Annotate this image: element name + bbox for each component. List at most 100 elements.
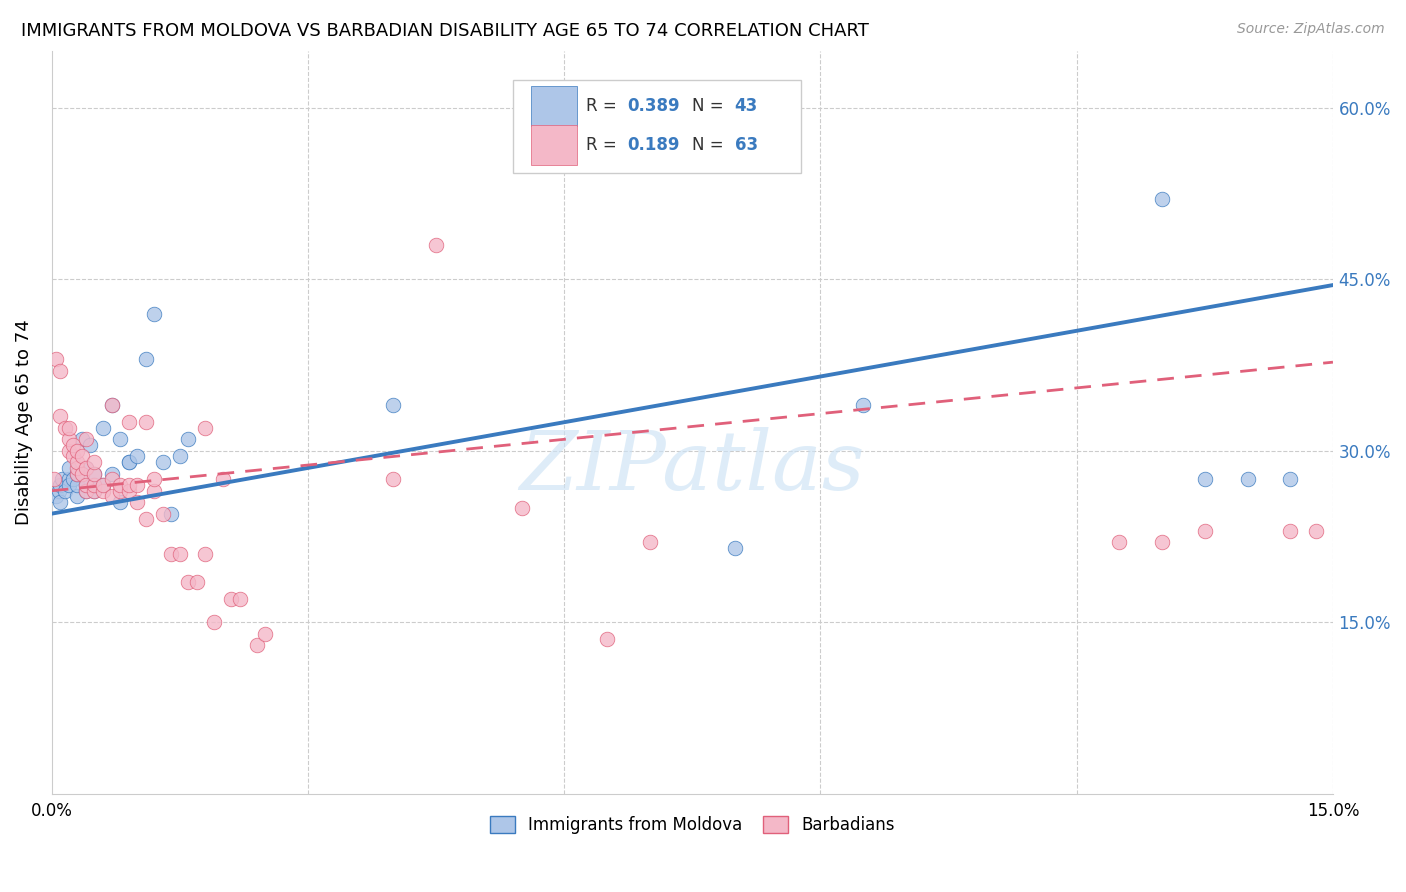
Point bbox=[1152, 535, 1174, 549]
Point bbox=[135, 512, 157, 526]
Legend: Immigrants from Moldova, Barbadians: Immigrants from Moldova, Barbadians bbox=[484, 810, 901, 841]
Point bbox=[1194, 472, 1216, 486]
Point bbox=[1279, 472, 1302, 486]
Point bbox=[1305, 524, 1327, 538]
Point bbox=[58, 421, 80, 435]
Point bbox=[160, 507, 183, 521]
FancyBboxPatch shape bbox=[531, 125, 576, 165]
Point bbox=[66, 490, 89, 504]
Point bbox=[75, 478, 97, 492]
Point bbox=[143, 307, 166, 321]
Point bbox=[53, 421, 76, 435]
Point bbox=[66, 467, 89, 481]
Point bbox=[75, 461, 97, 475]
Text: 43: 43 bbox=[734, 97, 758, 115]
Point bbox=[117, 415, 139, 429]
Text: N =: N = bbox=[692, 136, 730, 154]
Point bbox=[108, 478, 131, 492]
Text: R =: R = bbox=[586, 136, 621, 154]
Point bbox=[49, 478, 72, 492]
Point bbox=[83, 467, 105, 481]
Text: IMMIGRANTS FROM MOLDOVA VS BARBADIAN DISABILITY AGE 65 TO 74 CORRELATION CHART: IMMIGRANTS FROM MOLDOVA VS BARBADIAN DIS… bbox=[21, 22, 869, 40]
Point bbox=[83, 478, 105, 492]
Point bbox=[70, 450, 93, 464]
Point bbox=[117, 483, 139, 498]
Point bbox=[91, 478, 114, 492]
Point bbox=[194, 421, 217, 435]
FancyBboxPatch shape bbox=[531, 87, 576, 127]
Point bbox=[194, 547, 217, 561]
Point bbox=[143, 472, 166, 486]
Point bbox=[1194, 524, 1216, 538]
Point bbox=[49, 495, 72, 509]
Point bbox=[1279, 524, 1302, 538]
Point bbox=[91, 483, 114, 498]
Point bbox=[45, 352, 67, 367]
Point bbox=[100, 472, 122, 486]
Point bbox=[382, 472, 405, 486]
Point bbox=[177, 433, 200, 447]
Point bbox=[211, 472, 233, 486]
Point bbox=[100, 467, 122, 481]
FancyBboxPatch shape bbox=[513, 80, 801, 173]
Point bbox=[160, 547, 183, 561]
Point bbox=[127, 478, 149, 492]
Text: R =: R = bbox=[586, 97, 621, 115]
Point bbox=[127, 495, 149, 509]
Point bbox=[58, 443, 80, 458]
Point bbox=[91, 421, 114, 435]
Point bbox=[51, 472, 73, 486]
Point bbox=[1152, 192, 1174, 206]
Point bbox=[49, 409, 72, 424]
Point bbox=[66, 478, 89, 492]
Point bbox=[246, 638, 269, 652]
Point bbox=[75, 483, 97, 498]
Point bbox=[45, 490, 67, 504]
Point bbox=[1236, 472, 1258, 486]
Point bbox=[100, 398, 122, 412]
Point bbox=[66, 443, 89, 458]
Point bbox=[382, 398, 405, 412]
Point bbox=[219, 592, 242, 607]
Point bbox=[117, 455, 139, 469]
Point bbox=[75, 478, 97, 492]
Point bbox=[66, 467, 89, 481]
Text: Source: ZipAtlas.com: Source: ZipAtlas.com bbox=[1237, 22, 1385, 37]
Point bbox=[852, 398, 875, 412]
Point bbox=[177, 575, 200, 590]
Point bbox=[83, 483, 105, 498]
Point bbox=[75, 461, 97, 475]
Y-axis label: Disability Age 65 to 74: Disability Age 65 to 74 bbox=[15, 319, 32, 525]
Point bbox=[143, 483, 166, 498]
Point bbox=[58, 478, 80, 492]
Point bbox=[91, 478, 114, 492]
Point bbox=[62, 472, 84, 486]
Point bbox=[53, 483, 76, 498]
Point bbox=[83, 478, 105, 492]
Point bbox=[1108, 535, 1130, 549]
Point bbox=[79, 438, 101, 452]
Point bbox=[49, 364, 72, 378]
Point bbox=[83, 483, 105, 498]
Point bbox=[62, 438, 84, 452]
Point bbox=[70, 433, 93, 447]
Point bbox=[108, 433, 131, 447]
Point bbox=[169, 450, 191, 464]
Point bbox=[724, 541, 747, 555]
Point bbox=[58, 472, 80, 486]
Point bbox=[510, 500, 533, 515]
Point bbox=[83, 455, 105, 469]
Point bbox=[202, 615, 225, 630]
Text: N =: N = bbox=[692, 97, 730, 115]
Point bbox=[70, 467, 93, 481]
Point bbox=[108, 483, 131, 498]
Point bbox=[152, 455, 174, 469]
Point bbox=[152, 507, 174, 521]
Point bbox=[228, 592, 250, 607]
Point bbox=[75, 483, 97, 498]
Point bbox=[135, 415, 157, 429]
Text: 0.389: 0.389 bbox=[627, 97, 679, 115]
Point bbox=[117, 478, 139, 492]
Text: 0.189: 0.189 bbox=[627, 136, 679, 154]
Point bbox=[638, 535, 661, 549]
